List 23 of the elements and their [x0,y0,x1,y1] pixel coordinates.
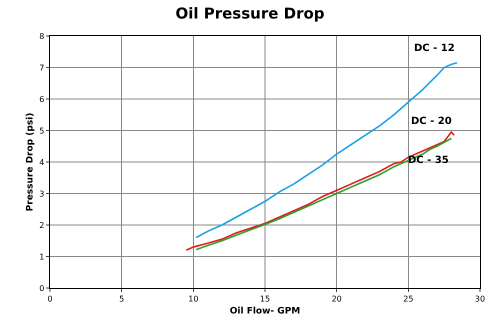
x-tick-label: 0 [47,294,53,304]
series-label: DC - 12 [414,43,455,54]
chart-title: Oil Pressure Drop [175,4,325,23]
series-label: DC - 35 [408,155,449,166]
x-tick-label: 5 [119,294,124,304]
x-tick-label: 25 [403,294,414,304]
x-tick-label: 10 [188,294,198,304]
y-tick-label: 3 [39,189,44,198]
y-tick-label: 5 [39,126,44,136]
x-tick-label: 20 [332,294,342,304]
series-label: DC - 20 [411,116,452,127]
y-tick-label: 4 [39,158,44,167]
y-tick-label: 2 [39,220,44,230]
y-tick-label: 1 [39,252,44,262]
y-tick-label: 7 [39,63,44,72]
y-tick-label: 6 [39,94,44,104]
line-series [195,62,458,238]
y-tick-label: 0 [39,284,44,293]
y-axis-title: Pressure Drop (psi) [26,112,36,212]
x-axis-title: Oil Flow- GPM [230,306,300,316]
y-tick-label: 8 [39,32,44,41]
x-tick-label: 30 [474,294,486,304]
x-tick-label: 15 [260,294,270,304]
